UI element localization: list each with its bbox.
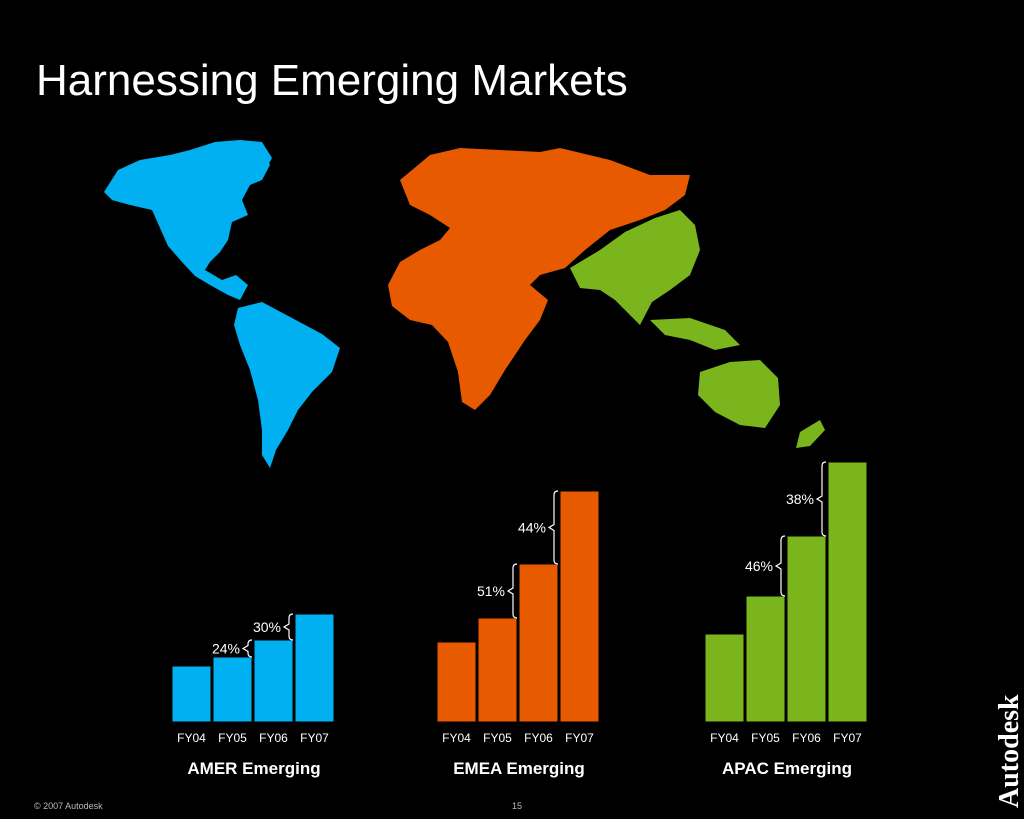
bar	[477, 617, 518, 723]
chart-0: FY04 FY05 FY06 FY07 AMER Emerging 24% 30%	[171, 613, 335, 778]
map-australia	[698, 360, 780, 428]
growth-brace	[547, 490, 559, 565]
bar	[518, 563, 559, 723]
x-tick-label: FY06	[259, 731, 288, 745]
x-tick-label: FY04	[177, 731, 206, 745]
world-map	[104, 140, 825, 468]
growth-label: 44%	[518, 520, 546, 536]
growth-label: 46%	[745, 558, 773, 574]
chart-title: APAC Emerging	[722, 759, 852, 778]
map-asia-pacific	[570, 210, 700, 325]
x-tick-label: FY07	[300, 731, 329, 745]
slide-title: Harnessing Emerging Markets	[36, 56, 628, 105]
growth-brace	[774, 535, 786, 597]
x-tick-label: FY05	[483, 731, 512, 745]
bar	[786, 535, 827, 723]
bar	[436, 641, 477, 723]
map-north-america	[104, 140, 270, 300]
x-tick-label: FY05	[751, 731, 780, 745]
bar	[827, 461, 868, 723]
x-tick-label: FY04	[442, 731, 471, 745]
autodesk-logo: Autodesk	[994, 694, 1024, 808]
x-tick-label: FY07	[565, 731, 594, 745]
bar	[704, 633, 745, 723]
x-tick-label: FY04	[710, 731, 739, 745]
map-southeast-asia	[650, 318, 740, 350]
map-eurasia-africa	[388, 148, 690, 410]
map-greenland	[218, 140, 272, 182]
growth-brace	[506, 563, 518, 619]
bar	[559, 490, 600, 723]
logo-text: Autodesk	[994, 694, 1024, 808]
page-number: 15	[512, 801, 523, 811]
bar	[253, 639, 294, 723]
map-new-zealand	[796, 420, 825, 448]
x-tick-label: FY07	[833, 731, 862, 745]
footer-copyright: © 2007 Autodesk	[34, 801, 103, 811]
growth-brace	[241, 639, 253, 658]
bar	[212, 656, 253, 723]
growth-label: 51%	[477, 583, 505, 599]
chart-1: FY04 FY05 FY06 FY07 EMEA Emerging 51% 44%	[436, 490, 600, 778]
x-tick-label: FY06	[792, 731, 821, 745]
growth-label: 24%	[212, 641, 240, 657]
growth-label: 30%	[253, 619, 281, 635]
bar	[745, 595, 786, 723]
bar	[294, 613, 335, 723]
chart-2: FY04 FY05 FY06 FY07 APAC Emerging 46% 38%	[704, 461, 868, 778]
growth-brace	[815, 461, 827, 537]
chart-title: AMER Emerging	[187, 759, 320, 778]
bar	[171, 665, 212, 723]
growth-label: 38%	[786, 491, 814, 507]
map-south-america	[234, 302, 340, 468]
growth-brace	[282, 613, 294, 641]
x-tick-label: FY06	[524, 731, 553, 745]
x-tick-label: FY05	[218, 731, 247, 745]
chart-title: EMEA Emerging	[453, 759, 585, 778]
